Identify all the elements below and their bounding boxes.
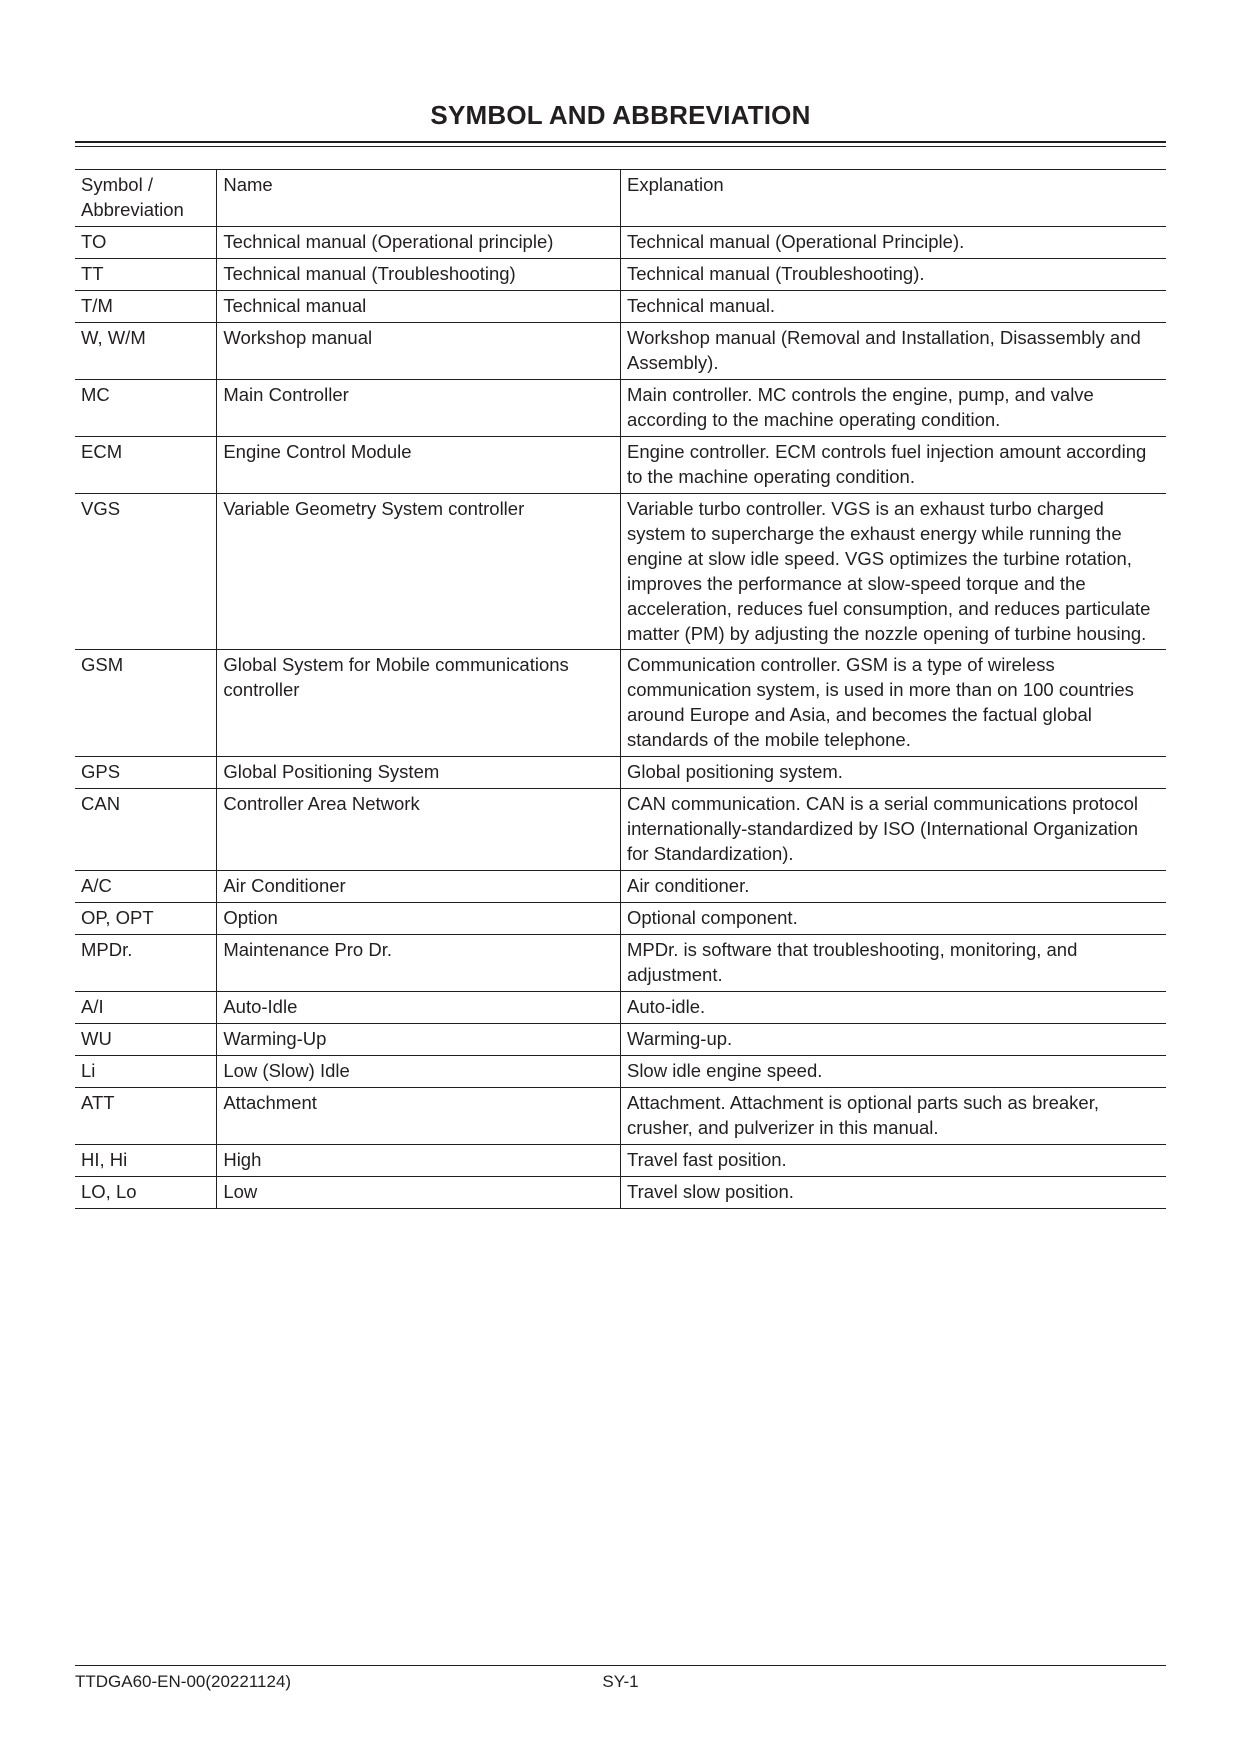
cell-name: Auto-Idle [217,992,621,1024]
table-header-row: Symbol / Abbreviation Name Explanation [75,170,1166,227]
cell-name: Air Conditioner [217,871,621,903]
cell-name: Maintenance Pro Dr. [217,935,621,992]
table-row: VGSVariable Geometry System controllerVa… [75,493,1166,650]
cell-symbol: T/M [75,290,217,322]
cell-explanation: Workshop manual (Removal and Installatio… [620,322,1166,379]
cell-name: Technical manual (Troubleshooting) [217,258,621,290]
cell-explanation: Engine controller. ECM controls fuel inj… [620,436,1166,493]
footer-doc-id: TTDGA60-EN-00(20221124) [75,1672,439,1692]
cell-name: Warming-Up [217,1024,621,1056]
cell-explanation: Attachment. Attachment is optional parts… [620,1088,1166,1145]
cell-explanation: Variable turbo controller. VGS is an exh… [620,493,1166,650]
cell-symbol: HI, Hi [75,1144,217,1176]
cell-explanation: Communication controller. GSM is a type … [620,650,1166,757]
col-name: Name [217,170,621,227]
cell-explanation: Air conditioner. [620,871,1166,903]
cell-symbol: CAN [75,789,217,871]
col-symbol: Symbol / Abbreviation [75,170,217,227]
cell-explanation: Technical manual (Troubleshooting). [620,258,1166,290]
cell-explanation: MPDr. is software that troubleshooting, … [620,935,1166,992]
cell-explanation: Warming-up. [620,1024,1166,1056]
table-row: T/MTechnical manualTechnical manual. [75,290,1166,322]
col-explanation: Explanation [620,170,1166,227]
cell-name: Workshop manual [217,322,621,379]
table-row: ATTAttachmentAttachment. Attachment is o… [75,1088,1166,1145]
cell-explanation: Main controller. MC controls the engine,… [620,379,1166,436]
cell-symbol: Li [75,1056,217,1088]
cell-explanation: Optional component. [620,903,1166,935]
cell-symbol: TT [75,258,217,290]
table-row: GSMGlobal System for Mobile communicatio… [75,650,1166,757]
table-row: OP, OPTOptionOptional component. [75,903,1166,935]
cell-symbol: LO, Lo [75,1176,217,1208]
cell-symbol: ATT [75,1088,217,1145]
cell-symbol: MC [75,379,217,436]
cell-name: Variable Geometry System controller [217,493,621,650]
cell-explanation: Travel slow position. [620,1176,1166,1208]
cell-name: High [217,1144,621,1176]
page-title: SYMBOL AND ABBREVIATION [75,100,1166,141]
cell-symbol: MPDr. [75,935,217,992]
cell-name: Option [217,903,621,935]
table-row: LiLow (Slow) IdleSlow idle engine speed. [75,1056,1166,1088]
title-rule [75,141,1166,147]
cell-explanation: CAN communication. CAN is a serial commu… [620,789,1166,871]
table-row: ECMEngine Control ModuleEngine controlle… [75,436,1166,493]
table-row: GPSGlobal Positioning SystemGlobal posit… [75,757,1166,789]
cell-name: Controller Area Network [217,789,621,871]
cell-explanation: Travel fast position. [620,1144,1166,1176]
cell-symbol: OP, OPT [75,903,217,935]
table-row: HI, HiHighTravel fast position. [75,1144,1166,1176]
table-row: MPDr.Maintenance Pro Dr.MPDr. is softwar… [75,935,1166,992]
cell-name: Global System for Mobile communications … [217,650,621,757]
table-row: W, W/MWorkshop manualWorkshop manual (Re… [75,322,1166,379]
cell-name: Technical manual [217,290,621,322]
cell-explanation: Global positioning system. [620,757,1166,789]
cell-symbol: WU [75,1024,217,1056]
table-row: WUWarming-UpWarming-up. [75,1024,1166,1056]
cell-symbol: GSM [75,650,217,757]
table-row: TTTechnical manual (Troubleshooting)Tech… [75,258,1166,290]
abbreviation-table: Symbol / Abbreviation Name Explanation T… [75,169,1166,1209]
table-row: LO, LoLowTravel slow position. [75,1176,1166,1208]
table-row: CANController Area NetworkCAN communicat… [75,789,1166,871]
cell-symbol: VGS [75,493,217,650]
cell-symbol: TO [75,226,217,258]
page: SYMBOL AND ABBREVIATION Symbol / Abbrevi… [0,0,1241,1754]
cell-name: Engine Control Module [217,436,621,493]
cell-explanation: Technical manual (Operational Principle)… [620,226,1166,258]
cell-explanation: Slow idle engine speed. [620,1056,1166,1088]
cell-name: Low [217,1176,621,1208]
footer-page-num: SY-1 [439,1672,803,1692]
cell-explanation: Technical manual. [620,290,1166,322]
cell-name: Technical manual (Operational principle) [217,226,621,258]
table-row: TOTechnical manual (Operational principl… [75,226,1166,258]
cell-symbol: A/I [75,992,217,1024]
page-footer: TTDGA60-EN-00(20221124) SY-1 [75,1665,1166,1692]
cell-symbol: W, W/M [75,322,217,379]
cell-name: Main Controller [217,379,621,436]
footer-spacer [802,1672,1166,1692]
cell-symbol: A/C [75,871,217,903]
table-row: MCMain ControllerMain controller. MC con… [75,379,1166,436]
cell-explanation: Auto-idle. [620,992,1166,1024]
cell-name: Low (Slow) Idle [217,1056,621,1088]
cell-symbol: GPS [75,757,217,789]
table-row: A/IAuto-IdleAuto-idle. [75,992,1166,1024]
cell-symbol: ECM [75,436,217,493]
cell-name: Attachment [217,1088,621,1145]
cell-name: Global Positioning System [217,757,621,789]
table-row: A/CAir ConditionerAir conditioner. [75,871,1166,903]
